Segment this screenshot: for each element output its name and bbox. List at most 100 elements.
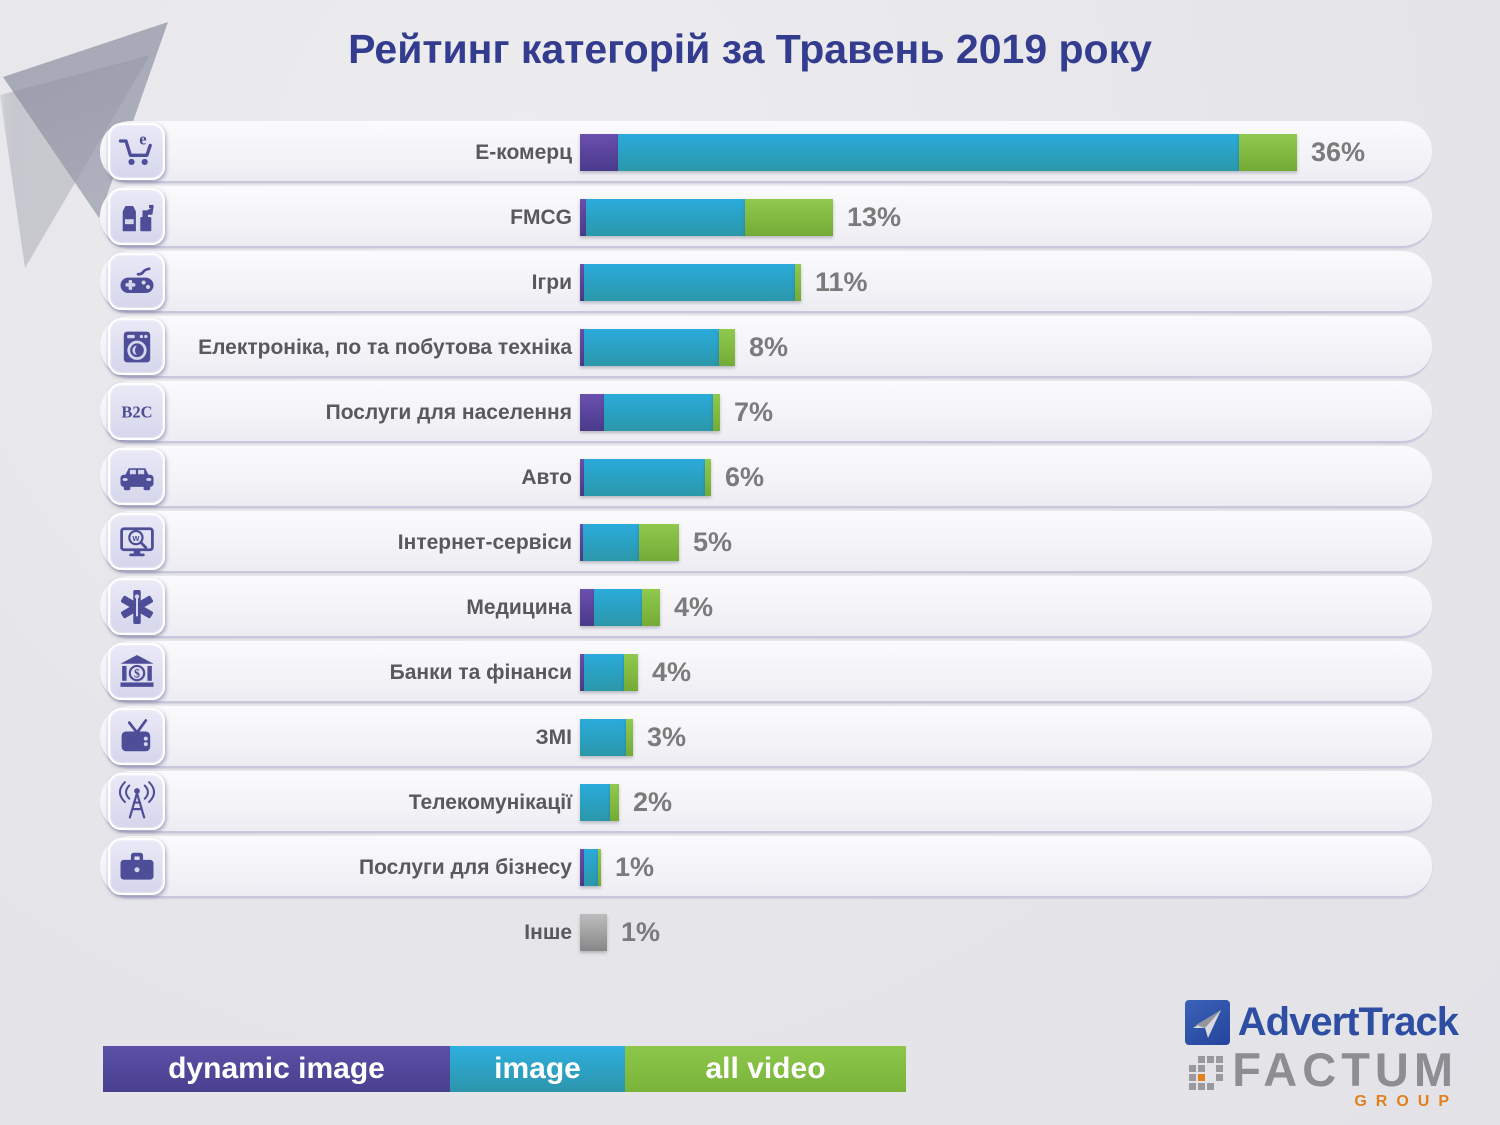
briefcase-icon	[108, 838, 165, 895]
bar: 7%	[580, 394, 773, 431]
bar-segment-video	[610, 784, 619, 821]
car-icon	[108, 448, 165, 505]
category-label: FMCG	[510, 206, 572, 229]
bar-segment-image	[584, 849, 598, 886]
factum-dots-icon	[1188, 1055, 1226, 1098]
bar: 5%	[580, 524, 732, 561]
category-label: Інтернет-сервіси	[397, 531, 572, 554]
category-row: Авто 6%	[100, 445, 1432, 510]
row-track	[100, 771, 1432, 833]
row-track	[100, 381, 1432, 443]
bar: 8%	[580, 329, 788, 366]
row-track	[100, 316, 1432, 378]
row-track	[100, 446, 1432, 508]
value-label: 2%	[633, 787, 673, 817]
fmcg-icon	[108, 188, 165, 245]
bar-segment-other	[580, 914, 607, 951]
bar-segment-image	[580, 719, 626, 756]
bar: 1%	[580, 849, 654, 886]
svg-text:e: e	[139, 130, 146, 148]
bar-segment-dynamic	[580, 849, 584, 886]
category-row: Медицина 4%	[100, 575, 1432, 640]
category-row: $ Банки та фінанси 4%	[100, 640, 1432, 705]
bar-segment-dynamic	[580, 264, 584, 301]
bar-segment-image	[584, 459, 705, 496]
category-label: Ігри	[531, 271, 572, 294]
legend: dynamic image image all video	[103, 1046, 906, 1092]
category-row: Ігри 11%	[100, 250, 1432, 315]
antenna-icon	[108, 773, 165, 830]
washing-machine-icon	[108, 318, 165, 375]
value-label: 6%	[725, 462, 765, 492]
bar-segment-dynamic	[580, 199, 586, 236]
bar-segment-image	[618, 134, 1239, 171]
category-label: Послуги для бізнесу	[358, 856, 572, 879]
category-row: e Е-комерц 36%	[100, 120, 1432, 185]
category-row: ЗМІ 3%	[100, 705, 1432, 770]
value-label: 5%	[693, 527, 733, 557]
value-label: 1%	[621, 917, 661, 947]
bar-segment-video	[639, 524, 679, 561]
bar: 4%	[580, 654, 691, 691]
cart-icon: e	[108, 123, 165, 180]
value-label: 11%	[815, 267, 868, 297]
row-track	[100, 706, 1432, 768]
bar-segment-video	[598, 849, 601, 886]
category-label: Електроніка, по та побутова техніка	[198, 336, 572, 359]
category-rating-chart: e Е-комерц 36% FMCG 13% Ігри 11% Електроніка, п…	[100, 120, 1432, 965]
bank-icon: $	[108, 643, 165, 700]
bar-segment-image	[583, 524, 639, 561]
bar: 36%	[580, 134, 1365, 171]
value-label: 13%	[847, 202, 902, 232]
category-row: Електроніка, по та побутова техніка 8%	[100, 315, 1432, 380]
bar-segment-dynamic	[580, 394, 604, 431]
bar-segment-dynamic	[580, 589, 594, 626]
bar-segment-dynamic	[580, 524, 583, 561]
value-label: 4%	[652, 657, 692, 687]
legend-item-dynamic-image: dynamic image	[103, 1046, 450, 1092]
adverttrack-plane-icon	[1184, 1000, 1230, 1045]
category-row: w Інтернет-сервіси 5%	[100, 510, 1432, 575]
row-track	[100, 836, 1432, 898]
factum-group-text: GROUP	[1354, 1093, 1458, 1110]
chart-title: Рейтинг категорій за Травень 2019 року	[348, 26, 1152, 72]
value-label: 3%	[647, 722, 687, 752]
value-label: 8%	[749, 332, 789, 362]
category-label: Банки та фінанси	[389, 661, 572, 684]
bar-segment-image	[584, 654, 624, 691]
bar-segment-dynamic	[580, 459, 584, 496]
bar-segment-dynamic	[580, 134, 618, 171]
bar-segment-video	[745, 199, 833, 236]
b2c-icon: B2C	[108, 383, 165, 440]
value-label: 4%	[674, 592, 714, 622]
bar: 3%	[580, 719, 686, 756]
bar-segment-video	[795, 264, 801, 301]
bar-segment-image	[604, 394, 713, 431]
tv-icon	[108, 708, 165, 765]
legend-item-all-video: all video	[625, 1046, 906, 1092]
svg-text:B2C: B2C	[121, 402, 152, 421]
value-label: 1%	[615, 852, 655, 882]
bar-segment-image	[594, 589, 642, 626]
category-row: Послуги для бізнесу 1%	[100, 835, 1432, 900]
bar-segment-video	[642, 589, 660, 626]
medicine-icon	[108, 578, 165, 635]
legend-item-image: image	[450, 1046, 625, 1092]
bar: 1%	[580, 914, 660, 951]
bar-segment-image	[586, 199, 745, 236]
bar-segment-dynamic	[580, 329, 584, 366]
bar-segment-video	[705, 459, 711, 496]
adverttrack-logo: AdvertTrack	[1098, 1000, 1459, 1045]
bar: 4%	[580, 589, 713, 626]
category-label: Е-комерц	[475, 141, 572, 164]
monitor-search-icon: w	[108, 513, 165, 570]
category-row: FMCG 13%	[100, 185, 1432, 250]
row-track	[100, 576, 1432, 638]
factum-logo-text: FACTUM	[1232, 1043, 1458, 1096]
category-label: Телекомунікації	[408, 791, 572, 814]
category-label: Медицина	[466, 596, 572, 619]
bar-segment-video	[1239, 134, 1297, 171]
category-label: Інше	[524, 921, 572, 944]
bar-segment-video	[719, 329, 735, 366]
bar-segment-dynamic	[580, 654, 584, 691]
